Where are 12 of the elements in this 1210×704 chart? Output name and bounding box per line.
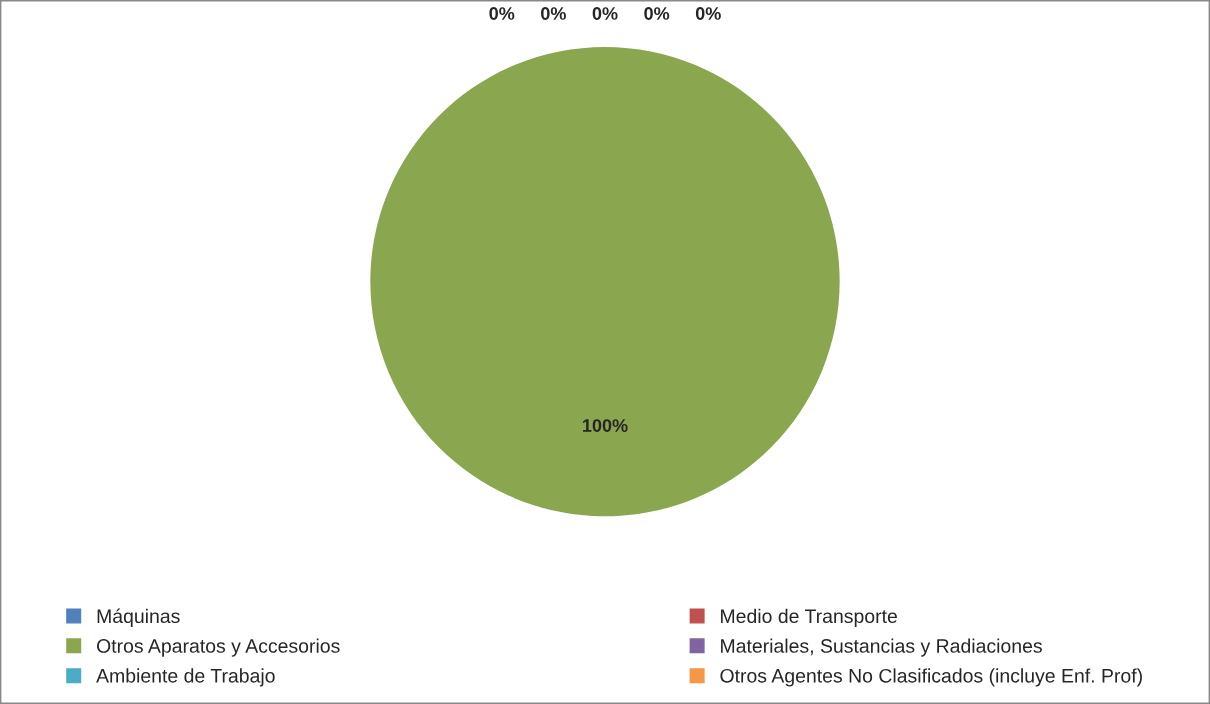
legend-label: Otros Aparatos y Accesorios — [96, 638, 340, 657]
legend-label: Otros Agentes No Clasificados (incluye Enf. Prof) — [720, 668, 1142, 687]
text: 0% — [644, 7, 670, 20]
legend-label: Ambiente de Trabajo — [96, 668, 275, 687]
legend-label: Máquinas — [97, 608, 180, 627]
legend-label: Medio de Transporte — [721, 608, 897, 627]
legend-label: Materiales, Sustancias y Radiaciones — [721, 638, 1042, 657]
text: 0% — [541, 7, 566, 20]
text: 0% — [592, 7, 618, 20]
text: 0% — [489, 7, 515, 20]
text: 0% — [695, 7, 721, 20]
data-label: 100% — [583, 419, 628, 432]
